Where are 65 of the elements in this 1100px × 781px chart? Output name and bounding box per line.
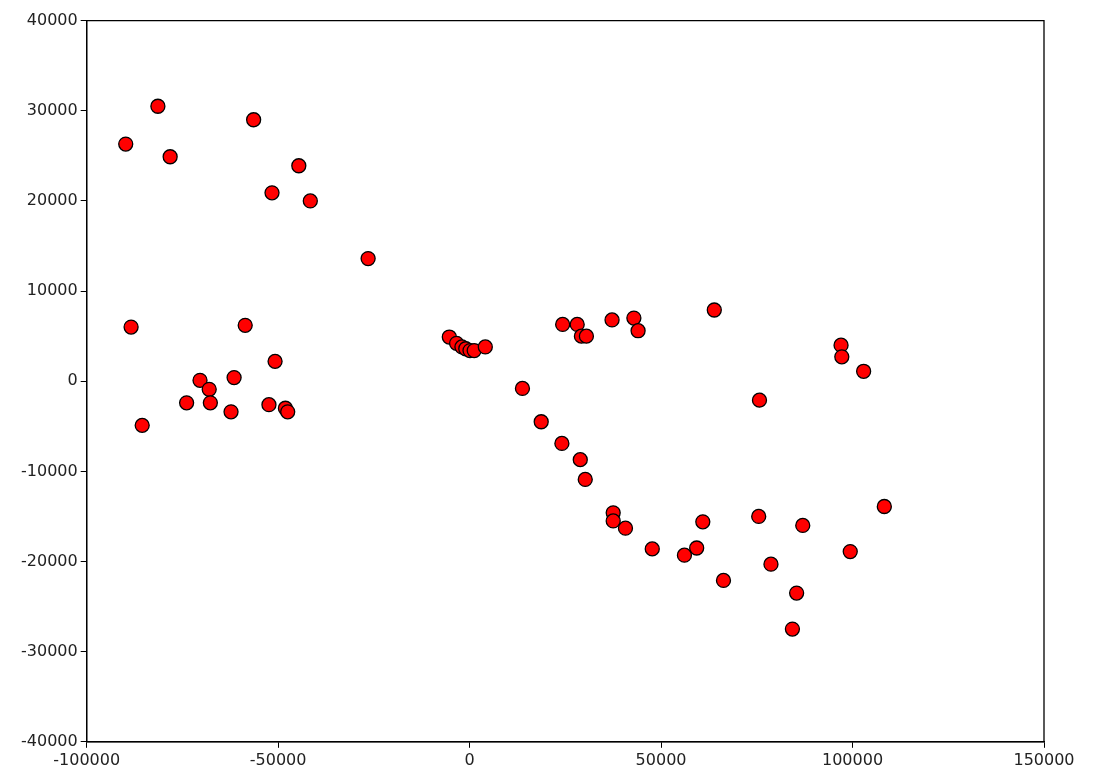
point bbox=[695, 514, 711, 530]
point bbox=[162, 149, 178, 165]
point bbox=[572, 451, 588, 468]
point bbox=[842, 543, 858, 560]
point bbox=[689, 540, 705, 556]
x-tick-label: 100000 bbox=[822, 749, 884, 769]
point bbox=[604, 312, 620, 328]
y-tick-label: 10000 bbox=[26, 280, 78, 300]
point bbox=[245, 112, 262, 128]
point bbox=[202, 395, 219, 411]
x-tick-label: -50000 bbox=[249, 749, 307, 769]
point bbox=[477, 339, 493, 355]
point bbox=[751, 508, 767, 525]
point bbox=[134, 417, 150, 434]
point bbox=[533, 414, 549, 430]
y-tick-label: -20000 bbox=[21, 550, 78, 570]
y-tick-label: -30000 bbox=[21, 640, 78, 660]
point bbox=[578, 328, 595, 344]
point bbox=[555, 316, 571, 333]
point bbox=[150, 98, 166, 114]
point bbox=[554, 435, 570, 452]
point bbox=[855, 363, 872, 379]
point bbox=[514, 380, 531, 397]
point bbox=[784, 621, 801, 637]
point bbox=[715, 572, 732, 589]
point bbox=[201, 381, 217, 397]
y-tick-label: 40000 bbox=[26, 9, 78, 29]
point bbox=[223, 404, 239, 420]
point bbox=[617, 520, 634, 536]
y-tick-label: 30000 bbox=[26, 99, 78, 119]
point bbox=[644, 541, 660, 557]
x-tick-label: 150000 bbox=[1013, 749, 1075, 769]
point bbox=[751, 392, 768, 408]
point bbox=[291, 158, 307, 174]
point bbox=[630, 323, 646, 339]
y-tick-label: 0 bbox=[67, 370, 78, 390]
y-tick-label: 20000 bbox=[26, 190, 78, 210]
point bbox=[626, 310, 642, 326]
point bbox=[267, 353, 283, 370]
point bbox=[192, 372, 208, 388]
y-tick-label: -10000 bbox=[21, 460, 78, 480]
point bbox=[605, 513, 621, 529]
point bbox=[577, 471, 593, 488]
point bbox=[237, 317, 253, 333]
point bbox=[123, 319, 139, 335]
y-tick-label: -40000 bbox=[21, 730, 78, 750]
point bbox=[280, 404, 296, 420]
point bbox=[226, 369, 242, 386]
point bbox=[788, 585, 805, 601]
point bbox=[264, 185, 280, 201]
point bbox=[834, 349, 850, 365]
point bbox=[261, 396, 277, 413]
point bbox=[118, 136, 134, 152]
point bbox=[706, 302, 722, 318]
point bbox=[795, 517, 811, 534]
point bbox=[763, 556, 779, 572]
x-tick-label: 0 bbox=[464, 749, 475, 769]
point bbox=[676, 547, 693, 563]
point bbox=[569, 316, 585, 333]
point bbox=[302, 193, 318, 209]
point bbox=[360, 250, 376, 267]
x-tick-label: -100000 bbox=[53, 749, 121, 769]
x-tick-label: 50000 bbox=[635, 749, 687, 769]
point bbox=[178, 395, 195, 411]
point bbox=[876, 498, 892, 515]
